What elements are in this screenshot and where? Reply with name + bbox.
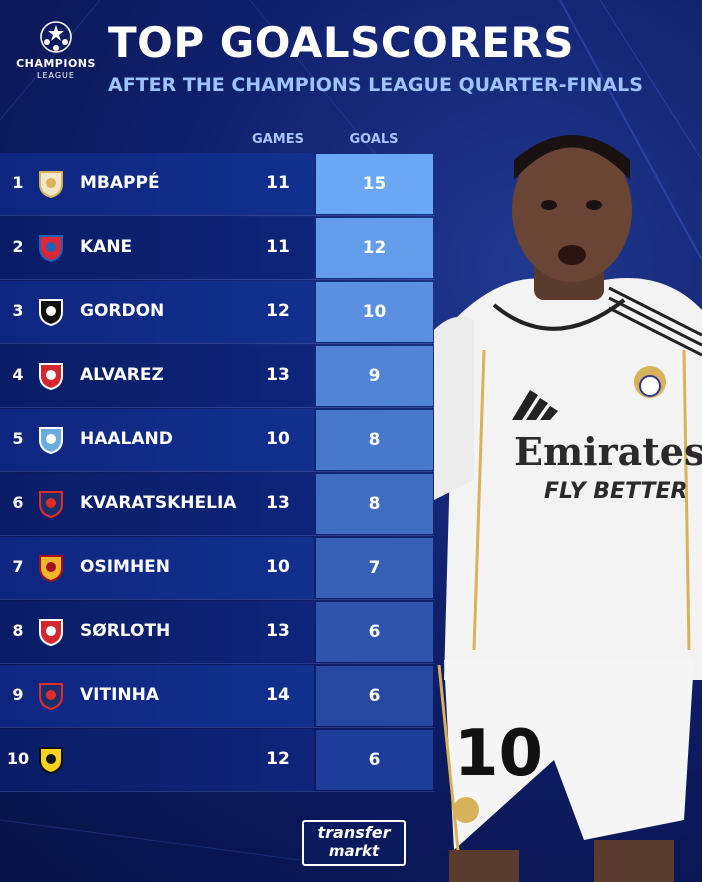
logo-line1: CHAMPIONS <box>16 57 96 70</box>
player-name: OSIMHEN <box>80 557 171 577</box>
scorers-table: 1 MBAPPÉ 11 15 2 KANE 11 12 3 GORDON 12 10 4 ALVAREZ 1… <box>0 153 434 793</box>
table-row: 1 MBAPPÉ 11 15 <box>0 153 434 216</box>
goals-count: 8 <box>316 474 433 534</box>
table-row: 6 KVARATSKHELIA 13 8 <box>0 473 434 536</box>
logo-line2: LEAGUE <box>37 71 75 80</box>
rank: 2 <box>12 237 24 256</box>
row-divider <box>0 663 434 664</box>
table-row: 2 KANE 11 12 <box>0 217 434 280</box>
player-name: MBAPPÉ <box>80 173 160 193</box>
page-title: TOP GOALSCORERS <box>108 18 574 67</box>
transfermarkt-logo: transfer markt <box>302 820 406 866</box>
rank: 7 <box>12 557 24 576</box>
goals-count: 6 <box>316 602 433 662</box>
goals-count: 6 <box>316 666 433 726</box>
player-name: GORDON <box>80 301 165 321</box>
goals-count: 6 <box>316 730 433 790</box>
real-madrid-crest-icon <box>38 170 64 199</box>
row-divider <box>0 727 434 728</box>
rank: 4 <box>12 365 24 384</box>
table-row: 9 VITINHA 14 6 <box>0 665 434 728</box>
atletico-crest-icon <box>38 618 64 647</box>
table-row: 10 12 6 <box>0 729 434 792</box>
games-count: 14 <box>266 685 290 705</box>
brand-line2: markt <box>328 842 380 860</box>
row-divider <box>0 343 434 344</box>
games-count: 11 <box>266 237 290 257</box>
games-count: 10 <box>266 557 290 577</box>
rank: 3 <box>12 301 24 320</box>
row-divider <box>0 599 434 600</box>
goals-count: 8 <box>316 410 433 470</box>
goals-count: 12 <box>316 218 433 278</box>
atletico-crest-icon <box>38 362 64 391</box>
games-count: 13 <box>266 621 290 641</box>
goals-count: 10 <box>316 282 433 342</box>
row-divider <box>0 471 434 472</box>
rank: 5 <box>12 429 24 448</box>
player-name: HAALAND <box>80 429 173 449</box>
row-divider <box>0 535 434 536</box>
goals-count: 15 <box>316 154 433 214</box>
games-count: 10 <box>266 429 290 449</box>
table-row: 3 GORDON 12 10 <box>0 281 434 344</box>
sponsor-tagline: FLY BETTER <box>544 479 688 504</box>
player-name: SØRLOTH <box>80 621 171 641</box>
player-name: KVARATSKHELIA <box>80 493 237 513</box>
bayern-crest-icon <box>38 234 64 263</box>
player-name: KANE <box>80 237 133 257</box>
table-row: 4 ALVAREZ 13 9 <box>0 345 434 408</box>
row-divider <box>0 279 434 280</box>
brand-line1: transfer <box>317 823 391 842</box>
sponsor-text: Emirates <box>514 429 702 474</box>
goals-count: 7 <box>316 538 433 598</box>
man-city-crest-icon <box>38 426 64 455</box>
rank: 1 <box>12 173 24 192</box>
games-count: 11 <box>266 173 290 193</box>
row-divider <box>0 215 434 216</box>
bodo-glimt-crest-icon <box>38 746 64 775</box>
games-count: 13 <box>266 493 290 513</box>
rank: 6 <box>12 493 24 512</box>
player-name: VITINHA <box>80 685 160 705</box>
table-row: 7 OSIMHEN 10 7 <box>0 537 434 600</box>
row-divider <box>0 791 434 792</box>
rank: 10 <box>6 749 30 768</box>
games-count: 12 <box>266 301 290 321</box>
champions-league-logo: CHAMPIONS LEAGUE <box>14 20 98 100</box>
rank: 8 <box>12 621 24 640</box>
games-count: 12 <box>266 749 290 769</box>
row-divider <box>0 407 434 408</box>
starball-icon <box>40 21 72 53</box>
goals-count: 9 <box>316 346 433 406</box>
psg-crest-icon <box>38 682 64 711</box>
table-row: 8 SØRLOTH 13 6 <box>0 601 434 664</box>
goals-column-header: GOALS <box>349 132 399 147</box>
page-subtitle: AFTER THE CHAMPIONS LEAGUE QUARTER-FINAL… <box>108 74 643 96</box>
psg-crest-icon <box>38 490 64 519</box>
player-photo: Emirates FLY BETTER 10 <box>434 135 702 882</box>
newcastle-crest-icon <box>38 298 64 327</box>
games-count: 13 <box>266 365 290 385</box>
games-column-header: GAMES <box>252 132 304 147</box>
galatasaray-crest-icon <box>38 554 64 583</box>
player-name: ALVAREZ <box>80 365 164 385</box>
table-row: 5 HAALAND 10 8 <box>0 409 434 472</box>
shirt-number: 10 <box>454 717 543 791</box>
rank: 9 <box>12 685 24 704</box>
